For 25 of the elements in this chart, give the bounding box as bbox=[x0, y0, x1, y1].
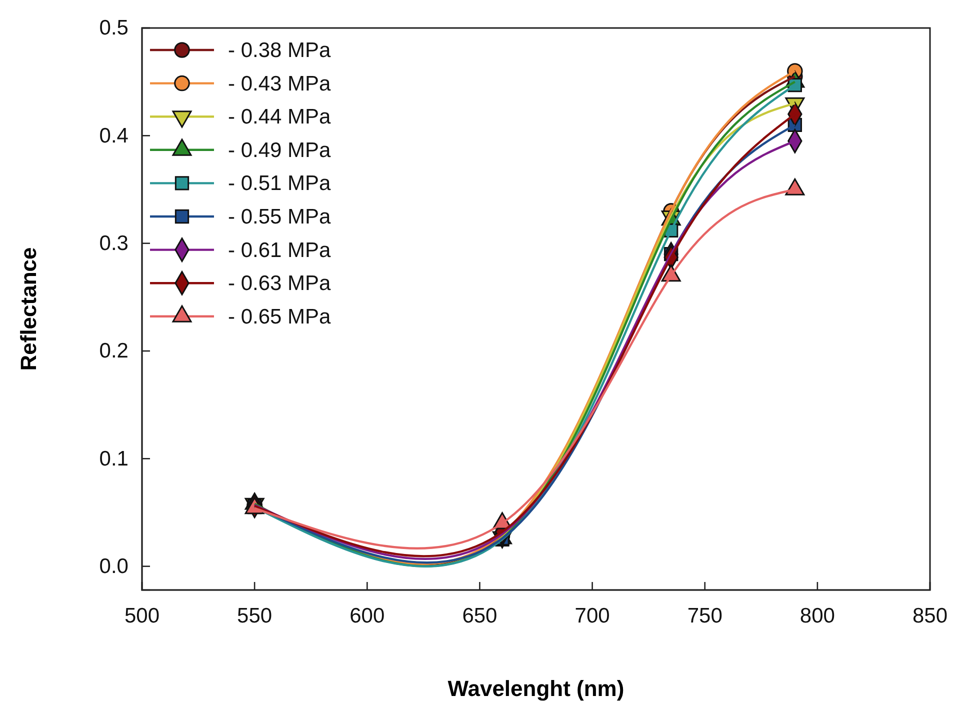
legend-label: - 0.49 MPa bbox=[228, 138, 332, 162]
x-tick-label: 500 bbox=[124, 604, 160, 628]
x-tick-label: 750 bbox=[687, 604, 722, 628]
legend-label: - 0.51 MPa bbox=[228, 172, 332, 196]
y-tick-label: 0.1 bbox=[99, 447, 128, 470]
x-tick-label: 850 bbox=[912, 604, 948, 628]
y-axis-title: Reflectance bbox=[16, 247, 41, 371]
legend-label: - 0.55 MPa bbox=[228, 206, 332, 228]
y-tick-label: 0.0 bbox=[99, 555, 128, 578]
y-tick-label: 0.5 bbox=[99, 16, 128, 40]
x-tick-label: 700 bbox=[574, 604, 610, 628]
x-tick-label: 550 bbox=[237, 604, 272, 628]
x-tick-label: 650 bbox=[462, 604, 498, 628]
x-tick-label: 600 bbox=[350, 604, 385, 628]
legend-label: - 0.61 MPa bbox=[228, 238, 332, 262]
y-tick-label: 0.2 bbox=[99, 340, 128, 363]
y-tick-label: 0.4 bbox=[99, 124, 129, 148]
x-tick-label: 800 bbox=[800, 604, 835, 628]
x-axis-title: Wavelenght (nm) bbox=[448, 676, 624, 701]
legend-label: - 0.43 MPa bbox=[228, 72, 332, 96]
legend-label: - 0.63 MPa bbox=[228, 272, 332, 296]
legend-label: - 0.44 MPa bbox=[228, 106, 332, 129]
legend-label: - 0.65 MPa bbox=[228, 305, 332, 328]
y-tick-label: 0.3 bbox=[99, 232, 128, 256]
legend-label: - 0.38 MPa bbox=[228, 39, 332, 62]
